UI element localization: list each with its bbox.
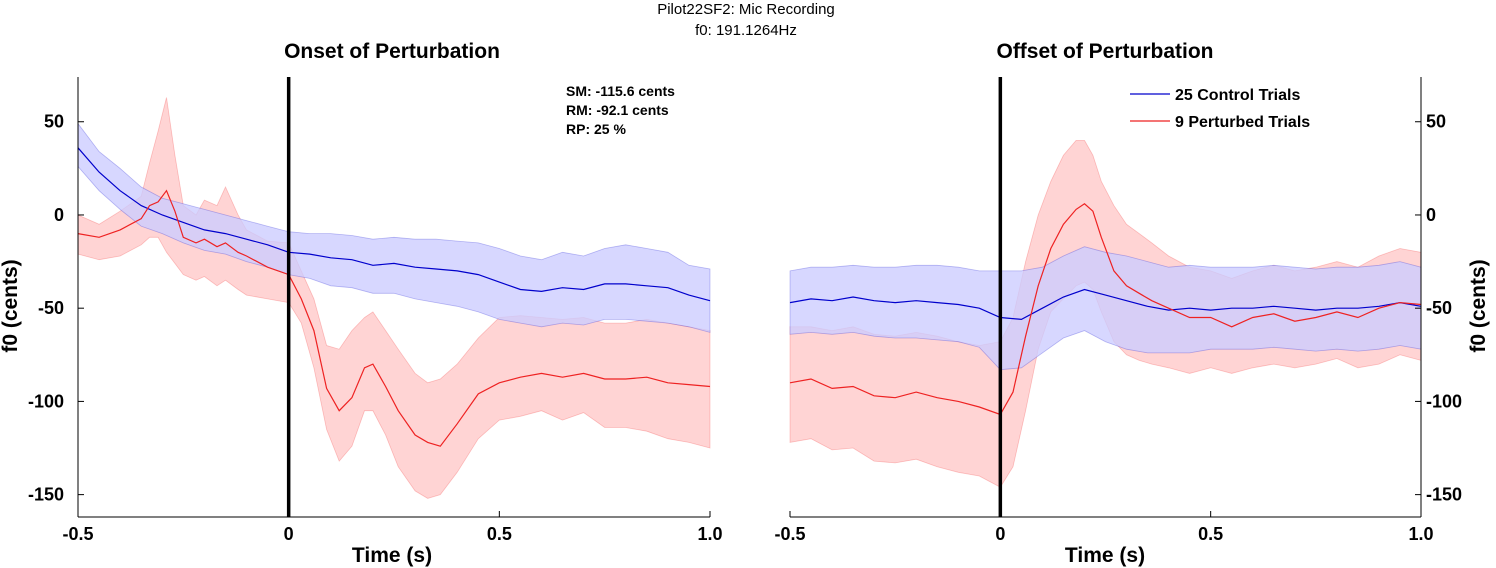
offset-x-tick-label: 0.5 [1198, 524, 1223, 544]
offset-x-tick-label: 1.0 [1408, 524, 1433, 544]
onset-x-tick-label: 0 [284, 524, 294, 544]
offset-ticks: -0.5 0 0.5 1.0 -150 -100 -50 0 50 [774, 112, 1462, 544]
offset-ylabel: f0 (cents) [1467, 259, 1490, 352]
onset-ticks: -0.5 0 0.5 1.0 -150 -100 -50 0 50 [28, 112, 723, 544]
onset-perturbed-mean-line [77, 189, 711, 447]
onset-x-tick-label: 1.0 [697, 524, 722, 544]
offset-y-tick-label: 50 [1426, 112, 1446, 132]
onset-y-tick-label: 50 [44, 112, 64, 132]
onset-axes [77, 77, 710, 518]
legend: 25 Control Trials 9 Perturbed Trials [1130, 87, 1310, 131]
offset-x-tick-label: 0 [995, 524, 1005, 544]
offset-y-tick-label: -150 [1426, 485, 1462, 505]
offset-xlabel: Time (s) [1065, 544, 1145, 567]
onset-bands [77, 97, 711, 499]
onset-control-mean-line [77, 147, 711, 302]
offset-lines [789, 203, 1422, 416]
offset-control-mean-line [789, 288, 1422, 321]
annotation-rm: RM: -92.1 cents [566, 102, 669, 118]
offset-y-tick-label: 0 [1426, 205, 1436, 225]
offset-axes [790, 77, 1422, 518]
legend-control-label: 25 Control Trials [1175, 87, 1300, 104]
offset-bands [789, 139, 1422, 488]
onset-lines [77, 147, 711, 447]
onset-x-tick-label: -0.5 [62, 524, 93, 544]
offset-panel-title: Offset of Perturbation [996, 40, 1213, 63]
onset-y-tick-label: -50 [38, 298, 64, 318]
onset-panel-title: Onset of Perturbation [284, 40, 500, 63]
onset-y-tick-label: -150 [28, 485, 64, 505]
figure-suptitle: Pilot22SF2: Mic Recording [657, 1, 835, 18]
onset-ylabel: f0 (cents) [0, 259, 22, 352]
offset-y-tick-label: -50 [1426, 298, 1452, 318]
onset-y-tick-label: -100 [28, 391, 64, 411]
offset-panel: Offset of Perturbation -0.5 0 0.5 1.0 -150 -1… [774, 40, 1490, 567]
onset-panel: Onset of Perturbation -0.5 0 0.5 1.0 -150 -10… [0, 40, 723, 567]
figure-subtitle: f0: 191.1264Hz [695, 22, 797, 39]
annotation-rp: RP: 25 % [566, 121, 626, 137]
onset-annotations: SM: -115.6 cents RM: -92.1 cents RP: 25 … [566, 83, 675, 137]
offset-perturbed-mean-line [789, 203, 1422, 416]
offset-y-tick-label: -100 [1426, 391, 1462, 411]
onset-x-tick-label: 0.5 [487, 524, 512, 544]
legend-perturbed-label: 9 Perturbed Trials [1175, 114, 1310, 131]
onset-y-tick-label: 0 [54, 205, 64, 225]
onset-xlabel: Time (s) [352, 544, 432, 567]
offset-x-tick-label: -0.5 [774, 524, 805, 544]
annotation-sm: SM: -115.6 cents [566, 83, 675, 99]
